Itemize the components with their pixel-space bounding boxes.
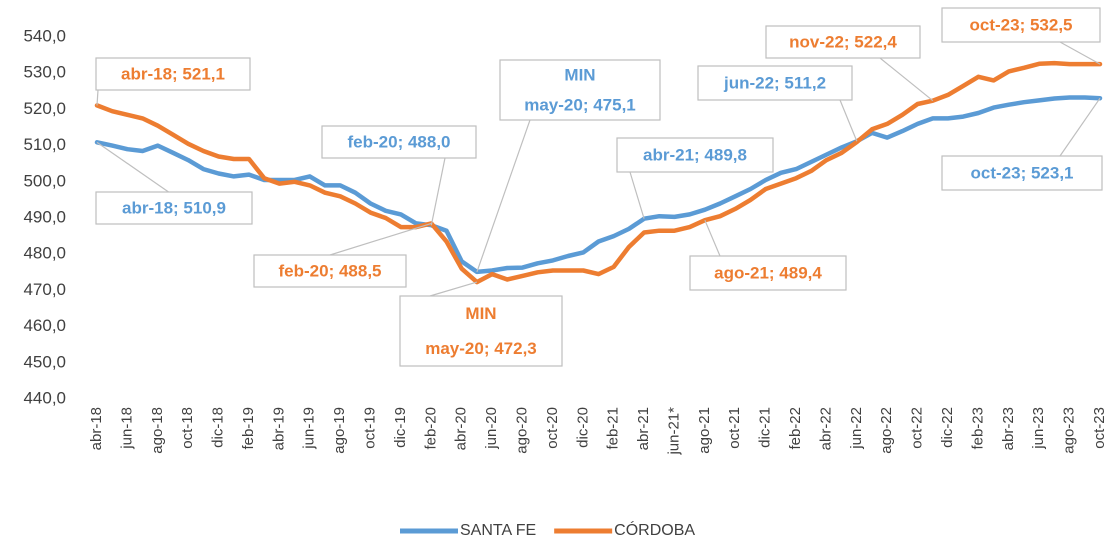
x-tick-label: abr-21 bbox=[635, 407, 652, 450]
y-tick-label: 440,0 bbox=[23, 388, 66, 407]
leader-line bbox=[96, 141, 171, 194]
annotation-box bbox=[689, 255, 847, 291]
x-tick-label: abr-23 bbox=[1000, 407, 1017, 450]
x-tick-label: oct-19 bbox=[362, 407, 379, 449]
x-tick-label: abr-18 bbox=[88, 407, 105, 450]
x-tick-label: dic-18 bbox=[210, 407, 227, 448]
y-tick-label: 510,0 bbox=[23, 135, 66, 154]
x-tick-label: jun-21* bbox=[665, 407, 682, 456]
leader-line bbox=[1059, 41, 1101, 65]
x-tick-label: dic-19 bbox=[392, 407, 409, 448]
annotation-text: feb-20; 488,0 bbox=[348, 132, 451, 151]
leader-line bbox=[1059, 97, 1101, 157]
annotation-box bbox=[95, 57, 251, 91]
leader-line bbox=[329, 222, 432, 256]
annotation-text: ago-21; 489,4 bbox=[714, 263, 822, 282]
annotation-box bbox=[499, 59, 661, 121]
annotation-text: oct-23; 532,5 bbox=[970, 15, 1073, 34]
y-tick-label: 500,0 bbox=[23, 171, 66, 190]
annotation-box bbox=[95, 191, 253, 225]
y-tick-label: 530,0 bbox=[23, 63, 66, 82]
x-tick-label: ago-18 bbox=[149, 407, 166, 454]
x-tick-label: oct-20 bbox=[544, 407, 561, 449]
leader-line bbox=[429, 281, 478, 297]
legend-label: SANTA FE bbox=[460, 522, 536, 539]
x-tick-label: ago-22 bbox=[878, 407, 895, 454]
annotation-box bbox=[616, 137, 774, 173]
x-tick-label: oct-22 bbox=[909, 407, 926, 449]
x-tick-label: ago-19 bbox=[331, 407, 348, 454]
x-tick-label: dic-22 bbox=[939, 407, 956, 448]
annotation-text: oct-23; 523,1 bbox=[971, 163, 1074, 182]
leader-line bbox=[704, 219, 721, 257]
y-tick-label: 540,0 bbox=[23, 26, 66, 45]
legend-label: CÓRDOBA bbox=[614, 520, 695, 539]
y-tick-label: 480,0 bbox=[23, 244, 66, 263]
annotation-box bbox=[399, 295, 563, 367]
x-tick-label: feb-23 bbox=[969, 407, 986, 450]
x-tick-label: feb-19 bbox=[240, 407, 257, 450]
x-tick-label: oct-18 bbox=[179, 407, 196, 449]
annotation-box bbox=[253, 254, 407, 288]
y-tick-label: 450,0 bbox=[23, 352, 66, 371]
x-tick-label: jun-19 bbox=[301, 407, 318, 450]
annotation-text: abr-21; 489,8 bbox=[643, 145, 747, 164]
x-tick-label: feb-22 bbox=[787, 407, 804, 450]
annotation-text: nov-22; 522,4 bbox=[789, 32, 897, 51]
x-tick-label: jun-22 bbox=[848, 407, 865, 450]
x-tick-label: feb-21 bbox=[605, 407, 622, 450]
x-tick-label: oct-23 bbox=[1091, 407, 1108, 449]
leader-line bbox=[629, 171, 645, 219]
y-tick-label: 520,0 bbox=[23, 99, 66, 118]
x-tick-label: ago-23 bbox=[1061, 407, 1078, 454]
y-tick-label: 460,0 bbox=[23, 316, 66, 335]
x-tick-label: jun-18 bbox=[118, 407, 135, 450]
annotation-box bbox=[321, 125, 477, 159]
annotation-text: may-20; 475,1 bbox=[524, 95, 636, 114]
y-tick-label: 490,0 bbox=[23, 207, 66, 226]
leader-line bbox=[839, 99, 858, 142]
annotation-text: MIN bbox=[465, 304, 496, 323]
annotation-box bbox=[697, 65, 853, 101]
x-tick-label: abr-19 bbox=[270, 407, 287, 450]
annotation-text: jun-22; 511,2 bbox=[723, 73, 826, 92]
annotation-text: may-20; 472,3 bbox=[425, 339, 537, 358]
annotation-box bbox=[941, 7, 1101, 43]
annotation-text: abr-18; 521,1 bbox=[121, 64, 225, 83]
leader-line bbox=[476, 119, 531, 273]
x-tick-label: dic-21 bbox=[757, 407, 774, 448]
x-tick-label: oct-21 bbox=[726, 407, 743, 449]
x-tick-label: dic-20 bbox=[574, 407, 591, 448]
annotation-text: abr-18; 510,9 bbox=[122, 198, 226, 217]
annotation-text: MIN bbox=[564, 65, 595, 84]
x-tick-label: jun-23 bbox=[1030, 407, 1047, 450]
leader-line bbox=[96, 89, 99, 106]
leader-line bbox=[430, 157, 446, 226]
x-tick-label: jun-20 bbox=[483, 407, 500, 450]
annotation-text: feb-20; 488,5 bbox=[279, 261, 382, 280]
y-tick-label: 470,0 bbox=[23, 280, 66, 299]
annotation-box bbox=[941, 155, 1103, 191]
leader-line bbox=[879, 57, 934, 102]
x-tick-label: ago-21 bbox=[696, 407, 713, 454]
x-tick-label: ago-20 bbox=[513, 407, 530, 454]
x-tick-label: abr-20 bbox=[453, 407, 470, 450]
x-tick-label: abr-22 bbox=[817, 407, 834, 450]
annotation-box bbox=[765, 25, 921, 59]
x-tick-label: feb-20 bbox=[422, 407, 439, 450]
